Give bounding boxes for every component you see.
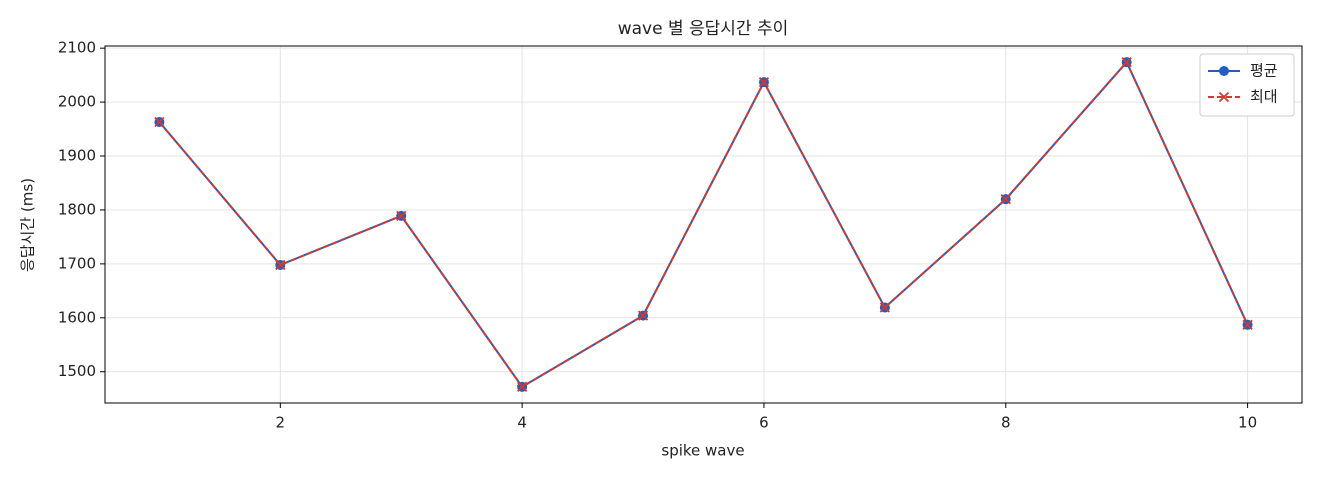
x-tick-label: 8 xyxy=(1001,414,1011,432)
plot-frame xyxy=(104,45,1303,404)
x-tick-label: 2 xyxy=(276,414,286,432)
legend-box xyxy=(1199,53,1295,117)
x-axis-label: spike wave xyxy=(661,442,744,460)
legend-marker xyxy=(1219,66,1229,76)
y-tick-label: 1500 xyxy=(58,362,96,380)
y-tick-label: 1900 xyxy=(58,147,96,165)
legend-marker xyxy=(1218,91,1230,103)
marker xyxy=(1121,57,1132,68)
y-tick-label: 1700 xyxy=(58,254,96,272)
series-line xyxy=(158,60,1249,389)
marker xyxy=(637,310,649,321)
marker xyxy=(275,259,286,271)
x-tick-label: 10 xyxy=(1238,414,1257,432)
marker xyxy=(516,381,528,392)
y-tick-label: 2000 xyxy=(58,93,96,111)
marker xyxy=(1242,319,1253,330)
y-tick-label: 1800 xyxy=(58,200,96,218)
chart-title: wave 별 응답시간 추이 xyxy=(618,19,789,39)
legend-label: 평균 xyxy=(1250,62,1278,80)
y-tick-label: 1600 xyxy=(58,308,96,326)
series-line xyxy=(158,60,1249,389)
marker xyxy=(758,76,770,88)
marker xyxy=(1000,194,1011,205)
legend-label: 최대 xyxy=(1250,88,1278,106)
marker xyxy=(154,116,165,128)
marker xyxy=(879,302,891,313)
y-axis-label: 응답시간 (ms) xyxy=(19,178,37,272)
y-tick-label: 2100 xyxy=(58,39,96,57)
x-tick-label: 4 xyxy=(517,414,527,432)
marker xyxy=(396,210,407,222)
x-tick-label: 6 xyxy=(759,414,769,432)
